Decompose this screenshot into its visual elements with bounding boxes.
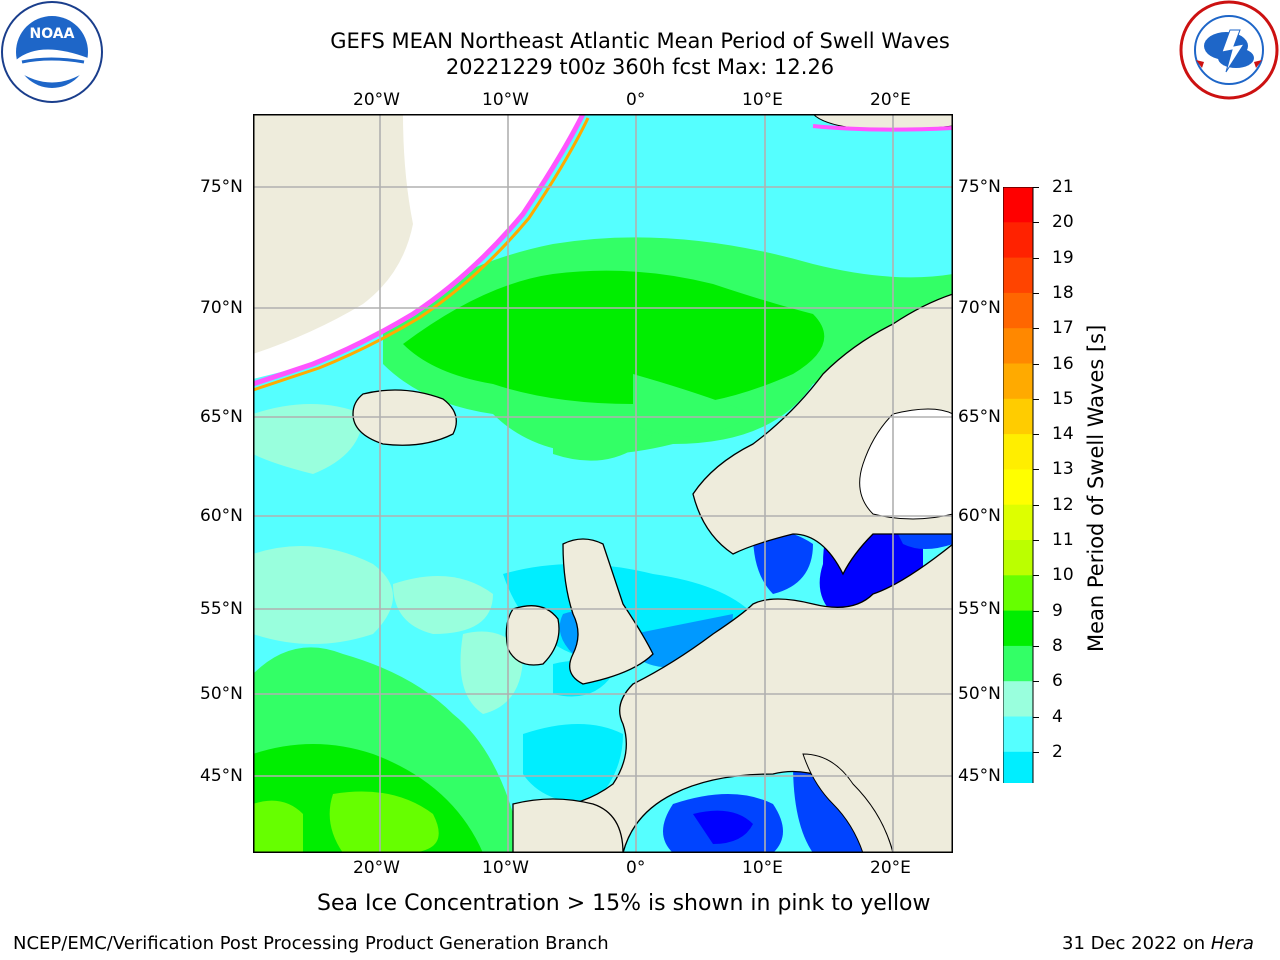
- colorbar-segment: [1003, 681, 1033, 717]
- chart-title-line2: 20221229 t00z 360h fcst Max: 12.26: [445, 55, 835, 79]
- colorbar-tick: [1033, 257, 1039, 259]
- colorbar-segment: [1003, 363, 1033, 400]
- footer-date-text: 31 Dec 2022 on: [1062, 933, 1211, 954]
- lon-tick-top: 10°W: [482, 90, 529, 110]
- colorbar-segment: [1003, 222, 1033, 259]
- lon-tick-bottom: 10°W: [482, 858, 529, 878]
- lat-tick-right: 65°N: [958, 407, 1001, 427]
- colorbar-segment: [1003, 187, 1033, 223]
- colorbar-tick-label: 13: [1052, 459, 1074, 480]
- lat-tick-right: 75°N: [958, 177, 1001, 197]
- colorbar-tick: [1033, 681, 1039, 683]
- colorbar-tick-label: 19: [1052, 247, 1074, 268]
- map-panel: [253, 114, 953, 853]
- footer-date: 31 Dec 2022 on Hera: [1062, 933, 1254, 954]
- colorbar-label: Mean Period of Swell Waves [s]: [1084, 324, 1108, 652]
- lon-tick-bottom: 20°W: [353, 858, 400, 878]
- colorbar-tick-label: 8: [1052, 635, 1063, 656]
- colorbar-tick-label: 14: [1052, 424, 1074, 445]
- noaa-logo-text: NOAA: [30, 26, 75, 42]
- colorbar-tick: [1033, 363, 1039, 365]
- colorbar-tick: [1033, 645, 1039, 647]
- colorbar-tick-label: 20: [1052, 212, 1074, 233]
- colorbar-tick: [1033, 398, 1039, 400]
- colorbar-tick-label: 4: [1052, 706, 1063, 727]
- colorbar-segment: [1003, 328, 1033, 364]
- colorbar-segment: [1003, 540, 1033, 576]
- finland-land: [859, 408, 953, 520]
- colorbar-tick-label: 2: [1052, 741, 1063, 762]
- lon-tick-top: 0°: [626, 90, 646, 110]
- colorbar-tick: [1033, 540, 1039, 541]
- colorbar-segment: [1003, 645, 1033, 682]
- colorbar-tick: [1033, 292, 1039, 294]
- colorbar-tick: [1033, 434, 1039, 436]
- colorbar-segment: [1003, 292, 1033, 329]
- lon-tick-top: 10°E: [742, 90, 783, 110]
- great-britain-land: [562, 538, 654, 685]
- lat-tick-right: 70°N: [958, 298, 1001, 318]
- colorbar: [1002, 186, 1043, 887]
- footer-credit: NCEP/EMC/Verification Post Processing Pr…: [13, 933, 609, 954]
- colorbar-tick-label: 21: [1052, 177, 1074, 197]
- lat-tick-left: 65°N: [200, 407, 243, 427]
- lon-tick-bottom: 10°E: [742, 858, 783, 878]
- lat-tick-left: 50°N: [200, 684, 243, 704]
- colorbar-tick: [1033, 222, 1039, 224]
- lon-tick-bottom: 0°: [626, 858, 646, 878]
- sea-ice-edge-warm: [253, 117, 590, 392]
- ireland-land: [505, 605, 560, 666]
- colorbar-tick-label: 6: [1052, 671, 1063, 692]
- iberia-land: [512, 798, 624, 853]
- sea-ice-free-area: [253, 114, 583, 379]
- colorbar-tick-label: 10: [1052, 565, 1074, 586]
- lat-tick-left: 60°N: [200, 506, 243, 526]
- colorbar-tick: [1033, 575, 1039, 577]
- colorbar-segment: [1003, 716, 1033, 753]
- sea-ice-note: Sea Ice Concentration > 15% is shown in …: [317, 891, 931, 916]
- colorbar-tick: [1033, 187, 1039, 188]
- colorbar-tick: [1033, 504, 1039, 506]
- colorbar-tick: [1033, 469, 1039, 471]
- sea-ice-edge: [253, 114, 586, 387]
- lat-tick-right: 60°N: [958, 506, 1001, 526]
- colorbar-segment: [1003, 469, 1033, 506]
- colorbar-tick-label: 16: [1052, 353, 1074, 374]
- lat-tick-left: 45°N: [200, 766, 243, 786]
- colorbar-tick-label: 15: [1052, 388, 1074, 409]
- colorbar-tick: [1033, 751, 1039, 753]
- graticule: [253, 114, 953, 853]
- colorbar-segment: [1003, 610, 1033, 647]
- colorbar-tick-label: 11: [1052, 530, 1074, 550]
- lat-tick-right: 50°N: [958, 684, 1001, 704]
- lon-tick-top: 20°W: [353, 90, 400, 110]
- lat-tick-right: 45°N: [958, 766, 1001, 786]
- lon-tick-top: 20°E: [870, 90, 911, 110]
- lat-tick-left: 70°N: [200, 298, 243, 318]
- nws-logo: [1178, 0, 1280, 102]
- colorbar-segment: [1003, 575, 1033, 612]
- colorbar-segment: [1003, 398, 1033, 435]
- chart-title-line1: GEFS MEAN Northeast Atlantic Mean Period…: [330, 29, 950, 53]
- colorbar-tick: [1033, 716, 1039, 718]
- colorbar-tick-label: 17: [1052, 318, 1074, 339]
- noaa-logo: NOAA: [0, 0, 104, 104]
- lat-tick-left: 55°N: [200, 599, 243, 619]
- colorbar-tick-label: 9: [1052, 600, 1063, 621]
- colorbar-segment: [1003, 504, 1033, 541]
- colorbar-segment: [1003, 434, 1033, 470]
- colorbar-tick: [1033, 328, 1039, 330]
- colorbar-segment: [1003, 257, 1033, 294]
- colorbar-tick-label: 18: [1052, 282, 1074, 303]
- lon-tick-bottom: 20°E: [870, 858, 911, 878]
- footer-host: Hera: [1210, 933, 1254, 954]
- colorbar-tick: [1033, 610, 1039, 612]
- lat-tick-left: 75°N: [200, 177, 243, 197]
- colorbar-tick-label: 12: [1052, 494, 1074, 515]
- lat-tick-right: 55°N: [958, 599, 1001, 619]
- colorbar-segment: [1003, 751, 1033, 788]
